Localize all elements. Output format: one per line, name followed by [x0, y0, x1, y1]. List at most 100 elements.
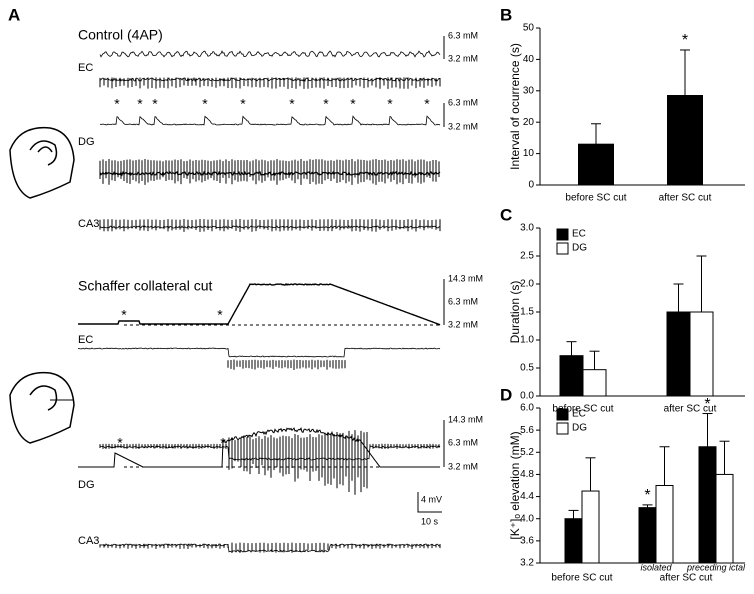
- trace: [99, 77, 441, 89]
- y-tick-label: 30: [523, 85, 535, 96]
- legend-label: EC: [572, 229, 586, 240]
- bar: [638, 507, 657, 564]
- scale-label: 4 mV: [421, 494, 442, 504]
- brain-icon: [9, 126, 75, 444]
- x-tick-label: preceding ictal: [686, 562, 746, 572]
- x-tick-label: before SC cut: [552, 404, 613, 415]
- y-tick-label: 50: [523, 23, 535, 34]
- k-label: 6.3 mM: [448, 437, 478, 447]
- trace: [99, 159, 440, 185]
- trace: [99, 76, 441, 83]
- y-axis-label: Duration (s): [508, 281, 522, 344]
- asterisk: *: [152, 96, 158, 112]
- trace: [78, 283, 441, 326]
- y-tick-label: 10: [523, 148, 535, 159]
- asterisk: *: [323, 96, 329, 112]
- row-label: EC: [78, 334, 93, 346]
- legend-label: EC: [572, 409, 586, 420]
- asterisk: *: [387, 96, 393, 112]
- asterisk: *: [217, 307, 223, 323]
- x-tick-label: before SC cut: [565, 193, 626, 204]
- legend-label: DG: [572, 243, 587, 254]
- trace: [99, 445, 441, 461]
- bar: [559, 355, 584, 397]
- asterisk: *: [137, 96, 143, 112]
- y-tick-label: 4.8: [520, 469, 534, 480]
- y-axis-label: [K⁺]ₒ elevation (mM): [508, 431, 522, 539]
- k-label: 6.3 mM: [448, 296, 478, 306]
- row-label: DG: [78, 479, 95, 491]
- row-label: EC: [78, 62, 93, 74]
- y-tick-label: 0: [528, 180, 534, 191]
- scale-bar: [417, 492, 442, 513]
- trace: [227, 359, 346, 370]
- k-label: 14.3 mM: [448, 414, 483, 424]
- legend-label: DG: [572, 423, 587, 434]
- significance: *: [644, 487, 650, 504]
- y-tick-label: 3.6: [520, 535, 534, 546]
- asterisk: *: [289, 96, 295, 112]
- trace: [99, 430, 440, 495]
- bar: [582, 369, 607, 397]
- trace: [99, 219, 441, 232]
- trace: [99, 50, 441, 58]
- y-tick-label: 0.0: [520, 391, 534, 402]
- asterisk: *: [350, 96, 356, 112]
- legend-swatch: [556, 242, 569, 255]
- y-tick-label: 3.2: [520, 558, 534, 569]
- legend-swatch: [556, 408, 569, 421]
- asterisk: *: [202, 96, 208, 112]
- panel-label: D: [500, 385, 512, 404]
- trace: [99, 225, 441, 229]
- asterisk: *: [114, 96, 120, 112]
- asterisk: *: [117, 435, 123, 451]
- panel-label: B: [500, 5, 512, 24]
- legend-swatch: [556, 228, 569, 241]
- trace: [99, 543, 441, 553]
- asterisk: *: [424, 96, 430, 112]
- y-tick-label: 5.6: [520, 425, 534, 436]
- section-title: Schaffer collateral cut: [78, 278, 212, 294]
- x-tick-label: before SC cut: [551, 573, 612, 584]
- trace: [99, 170, 441, 177]
- row-label: CA3: [78, 535, 99, 547]
- k-label: 3.2 mM: [448, 319, 478, 329]
- trace: [99, 115, 441, 126]
- bar: [564, 518, 583, 564]
- x-tick-label: after SC cut: [664, 404, 717, 415]
- trace: [77, 347, 441, 358]
- y-tick-label: 3.0: [520, 223, 534, 234]
- y-tick-label: 5.2: [520, 447, 534, 458]
- k-label: 14.3 mM: [448, 273, 483, 283]
- y-tick-label: 4.4: [520, 491, 534, 502]
- asterisk: *: [121, 307, 127, 323]
- bar: [689, 311, 714, 397]
- row-label: CA3: [78, 218, 99, 230]
- panel-label: C: [500, 205, 512, 224]
- x-tick-label: after SC cut: [659, 193, 712, 204]
- y-tick-label: 1.0: [520, 335, 534, 346]
- bar: [655, 485, 674, 564]
- y-tick-label: 2.5: [520, 251, 534, 262]
- significance: *: [682, 32, 688, 49]
- y-tick-label: 4.0: [520, 513, 534, 524]
- bar: [667, 95, 703, 186]
- k-label: 3.2 mM: [448, 121, 478, 131]
- y-tick-label: 20: [523, 117, 535, 128]
- asterisk: *: [240, 96, 246, 112]
- k-label: 6.3 mM: [448, 30, 478, 40]
- y-axis-label: Interval of ocurrence (s): [508, 43, 522, 170]
- panel-label: A: [8, 5, 20, 24]
- significance: *: [704, 396, 710, 413]
- k-label: 6.3 mM: [448, 97, 478, 107]
- row-label: DG: [78, 136, 95, 148]
- bar: [666, 311, 691, 397]
- group-label: after SC cut: [660, 573, 713, 584]
- k-label: 3.2 mM: [448, 461, 478, 471]
- legend-swatch: [556, 422, 569, 435]
- bar: [698, 446, 717, 564]
- x-tick-label: isolated: [640, 562, 672, 572]
- y-tick-label: 2.0: [520, 279, 534, 290]
- y-tick-label: 40: [523, 54, 535, 65]
